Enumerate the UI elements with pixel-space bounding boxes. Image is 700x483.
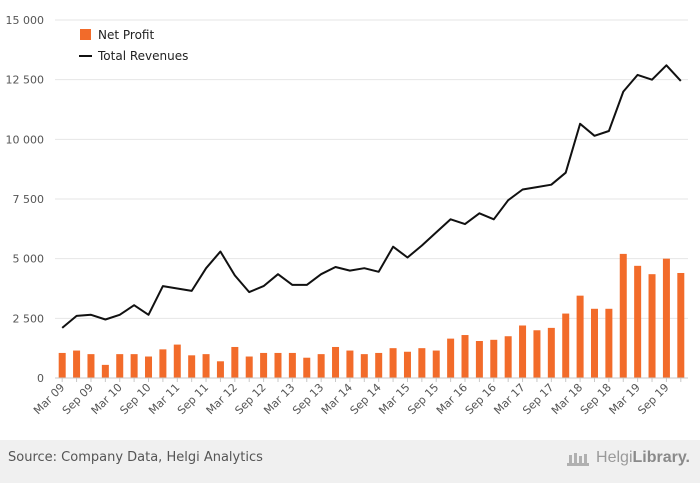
net-profit-bar xyxy=(389,348,397,378)
x-tick-label: Sep 09 xyxy=(60,381,96,417)
net-profit-bar xyxy=(562,313,570,378)
net-profit-bars xyxy=(58,253,685,378)
net-profit-bar xyxy=(317,354,325,378)
net-profit-bar xyxy=(303,357,311,378)
net-profit-bar xyxy=(547,327,555,378)
net-profit-bar xyxy=(418,348,426,378)
x-tick-label: Mar 19 xyxy=(607,381,643,417)
x-tick-label: Sep 16 xyxy=(463,381,499,417)
net-profit-bar xyxy=(677,272,685,378)
net-profit-bar xyxy=(231,346,239,378)
brand-logo: Helgi Library. xyxy=(566,448,690,468)
net-profit-bar xyxy=(188,355,196,378)
legend-label-total-revenues: Total Revenues xyxy=(97,49,188,63)
net-profit-bar xyxy=(216,361,224,378)
x-tick-label: Mar 12 xyxy=(204,381,240,417)
x-tick-label: Mar 09 xyxy=(31,381,67,417)
net-profit-bar xyxy=(202,354,210,378)
net-profit-bar xyxy=(130,354,138,378)
y-axis: 0 2 500 5 000 7 500 10 000 12 500 15 000 xyxy=(6,14,45,385)
x-tick-label: Sep 10 xyxy=(117,381,153,417)
x-tick-label: Mar 15 xyxy=(376,381,412,417)
y-tick-label: 7 500 xyxy=(13,193,45,206)
total-revenues-polyline xyxy=(61,64,682,329)
source-note: Source: Company Data, Helgi Analytics xyxy=(8,450,263,465)
net-profit-bar xyxy=(375,352,383,378)
brand-bold: Library. xyxy=(632,449,691,466)
net-profit-bar xyxy=(260,352,268,378)
x-tick-label: Sep 15 xyxy=(405,381,441,417)
net-profit-bar xyxy=(87,354,95,378)
legend-swatch-net-profit xyxy=(80,29,91,40)
net-profit-bar xyxy=(533,330,541,378)
library-icon xyxy=(567,453,590,466)
net-profit-bar xyxy=(332,346,340,378)
x-tick-label: Mar 18 xyxy=(549,381,585,417)
x-tick-label: Sep 12 xyxy=(232,381,268,417)
x-tick-label: Mar 17 xyxy=(491,381,527,417)
net-profit-bar xyxy=(101,364,109,378)
chart: 0 2 500 5 000 7 500 10 000 12 500 15 000 Mar 0… xyxy=(6,14,688,417)
net-profit-bar xyxy=(634,265,642,378)
net-profit-bar xyxy=(662,258,670,378)
x-tick-label: Mar 13 xyxy=(261,381,297,417)
x-tick-label: Sep 11 xyxy=(175,381,211,417)
net-profit-bar xyxy=(619,253,627,378)
net-profit-bar xyxy=(346,350,354,378)
net-profit-bar xyxy=(145,356,153,378)
y-tick-label: 15 000 xyxy=(6,14,45,27)
x-tick-label: Sep 17 xyxy=(520,381,556,417)
net-profit-bar xyxy=(432,350,440,378)
net-profit-bar xyxy=(288,352,296,378)
net-profit-bar xyxy=(403,351,411,378)
y-tick-label: 10 000 xyxy=(6,133,45,146)
gridlines xyxy=(55,19,688,379)
net-profit-bar xyxy=(116,354,124,378)
net-profit-bar xyxy=(173,344,181,378)
x-tick-label: Mar 14 xyxy=(319,381,355,417)
net-profit-bar xyxy=(58,352,66,378)
net-profit-bar xyxy=(73,350,81,378)
net-profit-bar xyxy=(504,336,512,378)
x-tick-label: Sep 13 xyxy=(290,381,326,417)
legend: Net Profit Total Revenues xyxy=(79,28,188,63)
net-profit-bar xyxy=(447,338,455,378)
net-profit-bar xyxy=(159,349,167,378)
net-profit-bar xyxy=(490,339,498,378)
net-profit-bar xyxy=(245,356,253,378)
x-tick-label: Sep 19 xyxy=(635,381,671,417)
brand-light: Helgi xyxy=(596,449,633,466)
y-tick-label: 0 xyxy=(37,372,44,385)
legend-label-net-profit: Net Profit xyxy=(98,28,154,42)
net-profit-bar xyxy=(461,335,469,378)
net-profit-bar xyxy=(648,274,656,378)
net-profit-bar xyxy=(475,341,483,378)
net-profit-bar xyxy=(274,352,282,378)
y-tick-label: 2 500 xyxy=(13,312,45,325)
net-profit-bar xyxy=(605,308,613,378)
x-tick-label: Sep 18 xyxy=(578,381,614,417)
net-profit-bar xyxy=(590,308,598,378)
x-tick-label: Mar 11 xyxy=(146,381,182,417)
total-revenues-line xyxy=(61,64,682,329)
y-tick-label: 5 000 xyxy=(13,253,45,266)
x-tick-label: Sep 14 xyxy=(348,381,384,417)
x-tick-label: Mar 16 xyxy=(434,381,470,417)
y-tick-label: 12 500 xyxy=(6,74,45,87)
net-profit-bar xyxy=(360,354,368,378)
footer: Source: Company Data, Helgi Analytics He… xyxy=(0,440,700,483)
x-tick-label: Mar 10 xyxy=(89,381,125,417)
net-profit-bar xyxy=(576,295,584,378)
net-profit-bar xyxy=(519,325,527,378)
